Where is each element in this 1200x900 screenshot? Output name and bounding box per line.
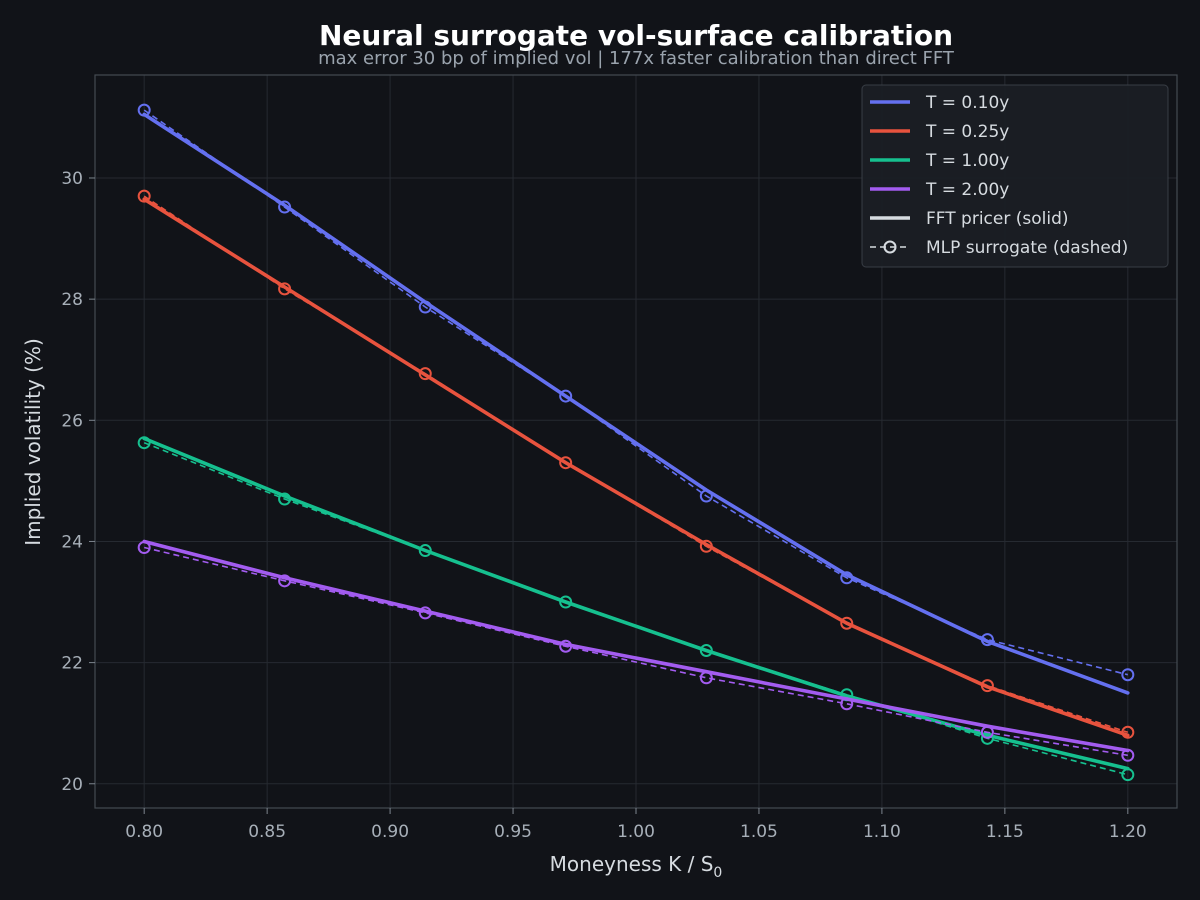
x-tick-label: 1.05	[740, 822, 778, 842]
mlp-marker-t-2-00y	[980, 725, 994, 739]
mlp-marker-t-2-00y	[559, 639, 573, 653]
chart-subtitle: max error 30 bp of implied vol | 177x fa…	[318, 48, 955, 69]
legend-label-t-0-25y: T = 0.25y	[925, 122, 1009, 142]
mlp-marker-t-2-00y	[699, 671, 713, 685]
mlp-marker-t-1-00y	[699, 643, 713, 657]
fft-line-t-2-00y	[142, 539, 1130, 753]
mlp-line-t-0-25y	[143, 195, 1129, 734]
legend-box	[861, 84, 1169, 268]
x-tick-label: 1.10	[863, 822, 901, 842]
mlp-marker-t-2-00y	[278, 574, 292, 588]
y-tick-label: 20	[61, 775, 83, 795]
mlp-marker-t-0-25y	[278, 282, 292, 296]
mlp-marker-t-0-10y	[1121, 668, 1135, 682]
mlp-marker-t-0-10y	[137, 103, 151, 117]
legend-label-t-2-00y: T = 2.00y	[925, 180, 1009, 200]
mlp-marker-t-1-00y	[1121, 768, 1135, 782]
x-tick-label: 0.80	[125, 822, 163, 842]
legend-label-t-1-00y: T = 1.00y	[925, 151, 1009, 171]
chart-title: Neural surrogate vol-surface calibration	[319, 19, 953, 52]
mlp-marker-t-1-00y	[559, 595, 573, 609]
mlp-marker-t-0-10y	[699, 489, 713, 503]
x-tick-label: 0.95	[494, 822, 532, 842]
mlp-marker-t-0-10y	[418, 300, 432, 314]
y-tick-label: 24	[61, 532, 83, 552]
mlp-marker-t-0-25y	[137, 189, 151, 203]
legend-label-t-0-10y: T = 0.10y	[925, 93, 1009, 113]
mlp-marker-t-0-25y	[840, 616, 854, 630]
mlp-marker-t-0-10y	[980, 633, 994, 647]
y-tick-label: 22	[61, 654, 83, 674]
mlp-marker-t-2-00y	[1121, 748, 1135, 762]
mlp-marker-t-1-00y	[137, 436, 151, 450]
mlp-line-t-0-10y	[143, 109, 1128, 676]
mlp-marker-t-0-25y	[980, 679, 994, 693]
mlp-marker-t-1-00y	[418, 544, 432, 558]
mlp-marker-t-0-25y	[699, 539, 713, 553]
y-tick-label: 30	[61, 169, 83, 189]
mlp-line-t-1-00y	[143, 441, 1129, 776]
mlp-line-t-2-00y	[144, 546, 1128, 757]
y-tick-label: 28	[61, 290, 83, 310]
y-axis-label: Implied volatility (%)	[21, 338, 45, 546]
mlp-marker-t-0-10y	[278, 200, 292, 214]
legend-label-mlp: MLP surrogate (dashed)	[926, 238, 1128, 258]
x-axis-label-subscript: 0	[713, 865, 722, 881]
x-axis-label-main: Moneyness K / S	[550, 852, 714, 876]
x-tick-label: 1.15	[986, 822, 1024, 842]
mlp-marker-t-2-00y	[418, 606, 432, 620]
mlp-marker-t-0-10y	[840, 571, 854, 585]
plot-area: 0.80 0.85 0.90 0.95 1.00 1.05 1.10 1.15 1.20 20 22…	[61, 74, 1178, 842]
mlp-marker-t-0-10y	[559, 389, 573, 403]
x-tick-label: 0.90	[371, 822, 409, 842]
fft-line-t-0-10y	[142, 112, 1130, 695]
x-axis-label: Moneyness K / S0	[550, 852, 723, 881]
legend-label-fft: FFT pricer (solid)	[926, 209, 1069, 229]
mlp-marker-t-1-00y	[278, 492, 292, 506]
x-tick-label: 1.00	[617, 822, 655, 842]
y-tick-label: 26	[61, 411, 83, 431]
mlp-marker-t-2-00y	[137, 541, 151, 555]
x-tick-label: 1.20	[1109, 822, 1147, 842]
legend: T = 0.10y T = 0.25y T = 1.00y T = 2.00y FFT …	[861, 84, 1169, 268]
mlp-marker-t-0-25y	[1121, 725, 1135, 739]
mlp-marker-t-0-25y	[559, 456, 573, 470]
legend-marker-mlp	[883, 240, 897, 254]
mlp-marker-t-2-00y	[840, 697, 854, 711]
x-tick-label: 0.85	[248, 822, 286, 842]
mlp-marker-t-0-25y	[418, 367, 432, 381]
